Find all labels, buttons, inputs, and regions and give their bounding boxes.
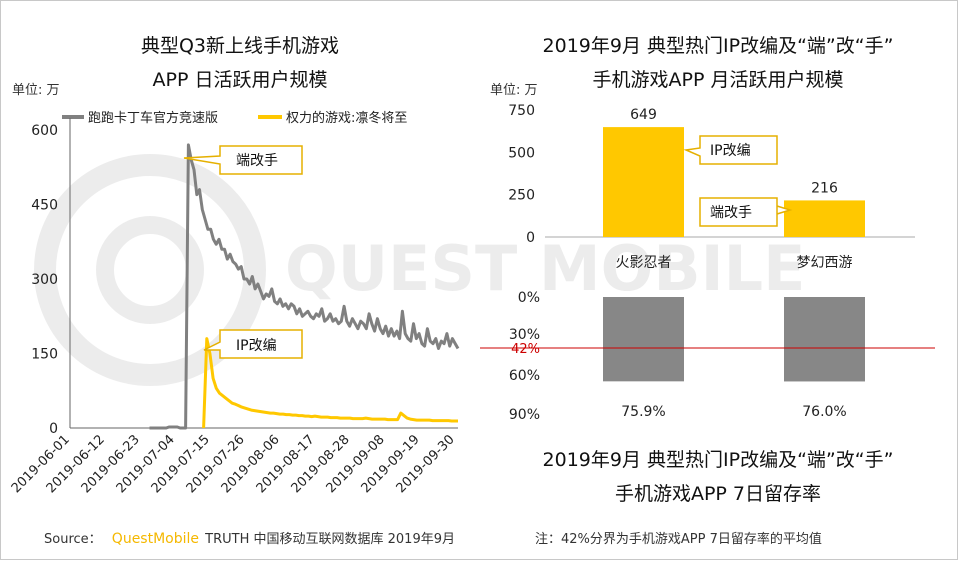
- legend-label-yellow: 权力的游戏:凛冬将至: [286, 110, 407, 126]
- left-y-tick-1: 450: [31, 198, 58, 214]
- callout-gray: 端改手: [183, 145, 303, 175]
- right-bottom-title-line1: 2019年9月 典型热门IP改编及“端”改“手”: [543, 449, 894, 471]
- retention-y-ticks: 0% 30% 60% 90%: [509, 290, 540, 423]
- mau-bar-1: [784, 200, 865, 237]
- retention-value-1: 76.0%: [802, 404, 846, 420]
- retention-bar-0: [603, 297, 684, 382]
- left-y-tick-0: 600: [31, 123, 58, 139]
- footer-brand: QuestMobile: [112, 531, 199, 547]
- svg-text:IP改编: IP改编: [710, 143, 751, 159]
- mau-callout-0: IP改编: [683, 135, 778, 165]
- right-top-unit: 单位: 万: [490, 83, 538, 98]
- svg-text:IP改编: IP改编: [236, 338, 277, 354]
- retention-value-0: 75.9%: [621, 404, 665, 420]
- right-top-title-line1: 2019年9月 典型热门IP改编及“端”改“手”: [543, 35, 894, 57]
- retention-y-tick-3: 90%: [509, 407, 540, 423]
- right-bottom-title-line2: 手机游戏APP 7日留存率: [615, 483, 821, 505]
- mau-y-tick-1: 500: [508, 145, 535, 161]
- svg-text:端改手: 端改手: [710, 205, 752, 221]
- mau-y-tick-3: 0: [526, 230, 535, 246]
- callout-yellow: IP改编: [203, 329, 303, 359]
- left-x-ticks: 2019-06-012019-06-122019-06-232019-07-04…: [9, 432, 458, 496]
- mau-y-tick-2: 250: [508, 188, 535, 204]
- watermark-text: QUEST MOBILE: [285, 232, 806, 305]
- mau-y-tick-0: 750: [508, 103, 535, 119]
- mau-callout-1: 端改手: [699, 197, 793, 227]
- retention-bar-1: [784, 297, 865, 382]
- retention-y-tick-2: 60%: [509, 368, 540, 384]
- mau-value-1: 216: [811, 180, 838, 196]
- retention-average-label: 42%: [511, 342, 540, 357]
- left-y-ticks: 600 450 300 150 0: [31, 123, 58, 437]
- footer-source: Source： QuestMobile TRUTH 中国移动互联网数据库 201…: [44, 531, 455, 547]
- series-line-yellow: [202, 337, 458, 429]
- left-y-tick-3: 150: [31, 347, 58, 363]
- left-chart-title-line2: APP 日活跃用户规模: [153, 69, 328, 91]
- mau-category-0: 火影忍者: [616, 255, 672, 271]
- retention-y-tick-1: 30%: [509, 327, 540, 343]
- svg-text:端改手: 端改手: [236, 153, 278, 169]
- footer-note: 注：42%分界为手机游戏APP 7日留存率的平均值: [535, 531, 822, 547]
- mau-y-ticks: 750 500 250 0: [508, 103, 535, 246]
- mau-value-0: 649: [630, 107, 657, 123]
- watermark: QUEST MOBILE: [34, 154, 806, 386]
- left-chart-unit: 单位: 万: [12, 83, 60, 98]
- left-chart-title-line1: 典型Q3新上线手机游戏: [141, 35, 339, 57]
- footer-source-label: Source：: [44, 532, 102, 547]
- left-y-tick-2: 300: [31, 272, 58, 288]
- retention-y-tick-0: 0%: [518, 290, 540, 306]
- mau-category-1: 梦幻西游: [797, 255, 853, 271]
- series-line-gray: [149, 143, 460, 430]
- legend-label-gray: 跑跑卡丁车官方竞速版: [88, 110, 218, 126]
- left-y-tick-4: 0: [49, 421, 58, 437]
- footer-source-text: TRUTH 中国移动互联网数据库 2019年9月: [204, 531, 455, 547]
- mau-bar-0: [603, 127, 684, 237]
- right-top-title-line2: 手机游戏APP 月活跃用户规模: [593, 69, 844, 91]
